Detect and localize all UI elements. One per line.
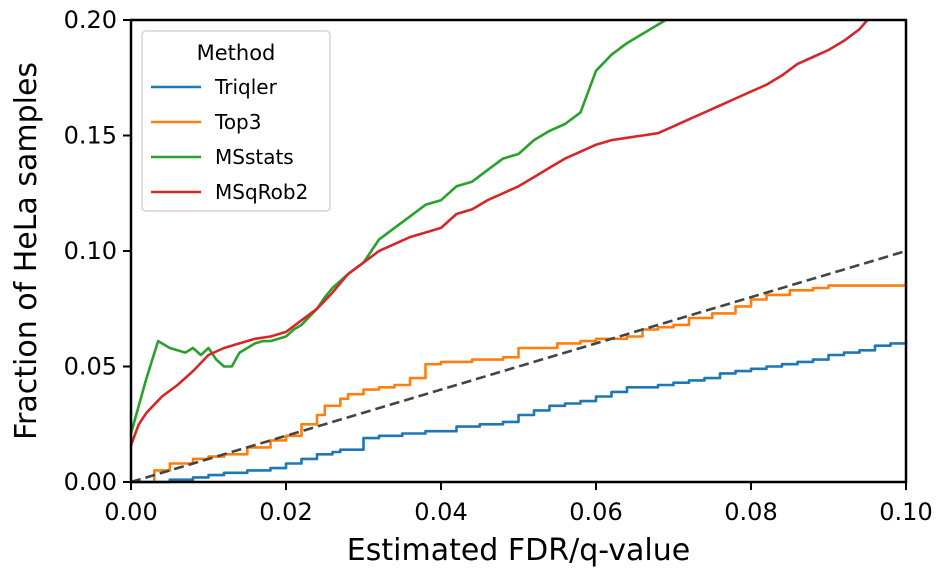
- x-axis-ticks: 0.00 0.02 0.04 0.06 0.08 0.10: [104, 482, 933, 526]
- legend-title: Method: [197, 41, 276, 65]
- y-axis-ticks: 0.00 0.05 0.10 0.15 0.20: [64, 6, 131, 496]
- x-tick-label: 0.04: [414, 498, 467, 526]
- reference-diagonal-line: [130, 249, 907, 484]
- legend-label-msqrob2: MSqRob2: [215, 180, 308, 204]
- series-line-msqrob2: [129, 19, 869, 446]
- x-tick-label: 0.08: [724, 498, 777, 526]
- series-line-msstats: [129, 18, 667, 434]
- y-tick-label: 0.15: [64, 122, 117, 150]
- legend-entries: Triqler Top3 MSstats MSqRob2: [151, 75, 308, 204]
- x-tick-label: 0.02: [259, 498, 312, 526]
- legend-label-msstats: MSstats: [215, 145, 294, 169]
- series-layer: [129, 18, 908, 484]
- x-tick-label: 0.10: [879, 498, 932, 526]
- x-tick-label: 0.06: [569, 498, 622, 526]
- y-tick-label: 0.05: [64, 353, 117, 381]
- x-axis-title: Estimated FDR/q-value: [347, 533, 690, 568]
- y-tick-label: 0.20: [64, 6, 117, 34]
- series-line-triqler: [131, 341, 908, 484]
- y-tick-label: 0.00: [64, 468, 117, 496]
- x-tick-label: 0.00: [104, 498, 157, 526]
- legend-label-triqler: Triqler: [214, 75, 278, 99]
- plot-area: [129, 18, 908, 484]
- legend-label-top3: Top3: [214, 110, 261, 134]
- series-line-top3: [131, 281, 908, 484]
- y-tick-label: 0.10: [64, 237, 117, 265]
- legend: Method Triqler Top3 MSstats MSqRob2: [141, 30, 331, 212]
- legend-box: [141, 30, 331, 212]
- y-axis-title: Fraction of HeLa samples: [9, 62, 44, 440]
